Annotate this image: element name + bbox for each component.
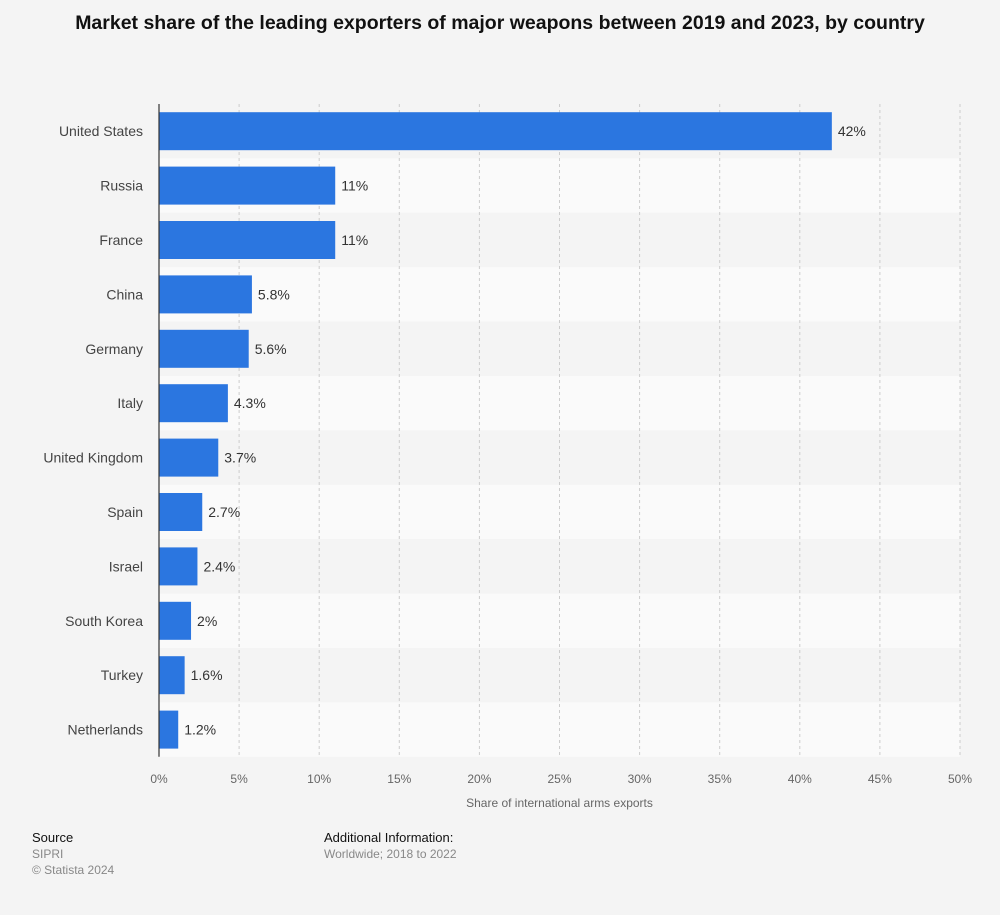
x-tick-label: 10% [307,772,331,786]
data-label: 1.6% [191,667,223,683]
source-label: Source [32,830,74,845]
bar[interactable] [159,547,198,586]
category-label: Turkey [101,667,143,683]
source-value[interactable]: SIPRI [32,847,64,861]
x-tick-label: 5% [230,772,248,786]
category-label: France [99,232,143,248]
data-label: 2.4% [203,558,235,574]
data-label: 1.2% [184,722,216,738]
data-label: 11% [341,178,368,194]
value-labels: 42% 11% 11% 5.8% 5.6% 4.3% 3.7% 2.7% 2.4% 2% 1.6% 1… [184,123,866,737]
x-tick-label: 45% [868,772,892,786]
category-label: Germany [85,341,143,357]
bar[interactable] [159,329,249,368]
copyright: © Statista 2024 [32,863,115,877]
bar[interactable] [159,656,185,695]
row-band [159,376,960,431]
row-band [159,430,960,485]
data-label: 11% [341,232,368,248]
data-label: 5.8% [258,286,290,302]
category-label: United States [59,123,143,139]
category-label: South Korea [65,613,143,629]
bars [159,112,832,749]
bar[interactable] [159,438,219,477]
source-block: Source SIPRI © Statista 2024 [32,830,114,878]
gridlines [238,104,961,757]
category-label: Russia [100,178,143,194]
category-label: China [106,286,143,302]
category-label: Israel [109,558,143,574]
category-label: Spain [107,504,143,520]
chart-title: Market share of the leading exporters of… [75,12,925,34]
data-label: 5.6% [255,341,287,357]
category-label: United Kingdom [43,450,143,466]
bar[interactable] [159,166,336,205]
bar[interactable] [159,493,203,531]
x-tick-label: 35% [708,772,732,786]
data-label: 2.7% [208,504,240,520]
category-label: Netherlands [68,722,144,738]
bar[interactable] [159,710,179,749]
category-label: Italy [117,395,143,411]
bar[interactable] [159,275,252,314]
x-tick-label: 50% [948,772,972,786]
data-label: 2% [197,613,217,629]
x-tick-label: 0% [150,772,168,786]
additional-info-block: Additional Information: Worldwide; 2018 … [324,830,457,862]
x-tick-label: 40% [788,772,812,786]
additional-info-value: Worldwide; 2018 to 2022 [324,847,457,861]
data-label: 4.3% [234,395,266,411]
x-tick-label: 30% [628,772,652,786]
data-label: 3.7% [224,450,256,466]
x-tick-label: 15% [387,772,411,786]
bar[interactable] [159,112,832,151]
category-labels: United States Russia France China Germany Ita… [43,123,143,737]
x-tick-label: 25% [547,772,571,786]
bar[interactable] [159,601,192,640]
additional-info-label: Additional Information: [324,830,454,845]
row-band [159,321,960,376]
bar[interactable] [159,221,336,259]
data-label: 42% [838,123,866,139]
row-band [159,267,960,322]
bar[interactable] [159,384,228,423]
x-tick-labels: 0% 5% 10% 15% 20% 25% 30% 35% 40% 45% 50% [150,772,972,786]
bar-chart: United States Russia France China Germany Ita… [43,104,972,810]
x-axis-title: Share of international arms exports [466,796,653,810]
x-tick-label: 20% [467,772,491,786]
